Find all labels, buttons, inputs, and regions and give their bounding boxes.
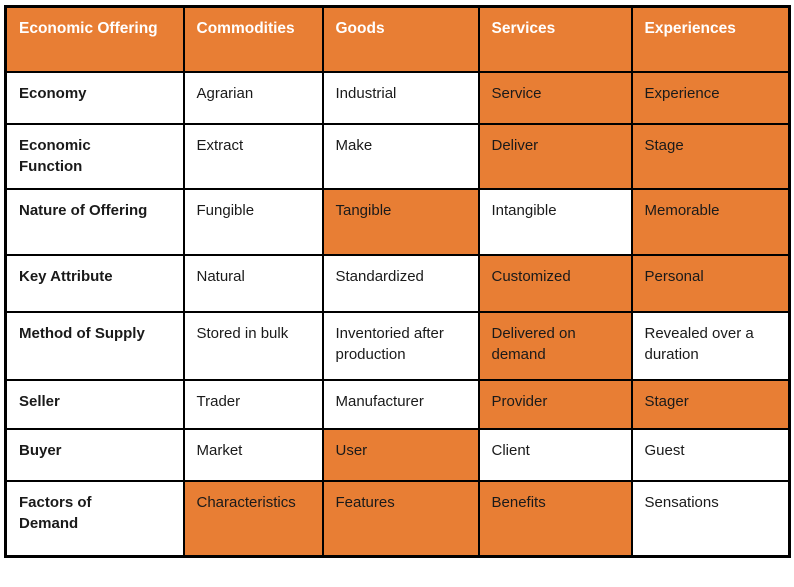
table-cell: Sensations [630,479,791,558]
table-cell: Stage [630,122,791,190]
table-cell: Personal [630,253,791,313]
table-cell: Tangible [321,187,480,256]
row-label: Seller [4,378,185,430]
table-cell: Standardized [321,253,480,313]
table-row-nature-of-offering: Nature of Offering Fungible Tangible Int… [4,187,791,256]
table-cell: Fungible [182,187,324,256]
table-cell: Experience [630,70,791,125]
table-cell: Memorable [630,187,791,256]
header-cell-goods: Goods [321,5,480,73]
table-cell: Features [321,479,480,558]
table-cell: User [321,427,480,482]
header-cell-economic-offering: Economic Offering [4,5,185,73]
table-cell: Characteristics [182,479,324,558]
table-row-key-attribute: Key Attribute Natural Standardized Custo… [4,253,791,313]
table-cell: Make [321,122,480,190]
row-label: Buyer [4,427,185,482]
table-cell: Service [477,70,633,125]
table-cell: Manufacturer [321,378,480,430]
table-row-economic-function: Economic Function Extract Make Deliver S… [4,122,791,190]
row-label: Key Attribute [4,253,185,313]
row-label: Economy [4,70,185,125]
table-row-method-of-supply: Method of Supply Stored in bulk Inventor… [4,310,791,381]
row-label: Nature of Offering [4,187,185,256]
table-cell: Extract [182,122,324,190]
header-cell-commodities: Commodities [182,5,324,73]
row-label: Method of Supply [4,310,185,381]
table-cell: Intangible [477,187,633,256]
table-cell: Stager [630,378,791,430]
row-label: Factors of Demand [4,479,185,558]
table-cell: Stored in bulk [182,310,324,381]
header-cell-services: Services [477,5,633,73]
table-cell: Inventoried after production [321,310,480,381]
table-cell: Agrarian [182,70,324,125]
economic-offering-table: Economic Offering Commodities Goods Serv… [4,5,791,558]
table-row-factors-of-demand: Factors of Demand Characteristics Featur… [4,479,791,558]
table-cell: Client [477,427,633,482]
table-row-buyer: Buyer Market User Client Guest [4,427,791,482]
table-row-economy: Economy Agrarian Industrial Service Expe… [4,70,791,125]
table-cell: Guest [630,427,791,482]
table-cell: Deliver [477,122,633,190]
table-row-seller: Seller Trader Manufacturer Provider Stag… [4,378,791,430]
table-cell: Revealed over a duration [630,310,791,381]
table-cell: Customized [477,253,633,313]
table-cell: Natural [182,253,324,313]
row-label: Economic Function [4,122,185,190]
table-cell: Delivered on demand [477,310,633,381]
table-cell: Trader [182,378,324,430]
header-cell-experiences: Experiences [630,5,791,73]
table-header-row: Economic Offering Commodities Goods Serv… [4,5,791,73]
table-cell: Industrial [321,70,480,125]
table-cell: Market [182,427,324,482]
table-cell: Benefits [477,479,633,558]
table-cell: Provider [477,378,633,430]
